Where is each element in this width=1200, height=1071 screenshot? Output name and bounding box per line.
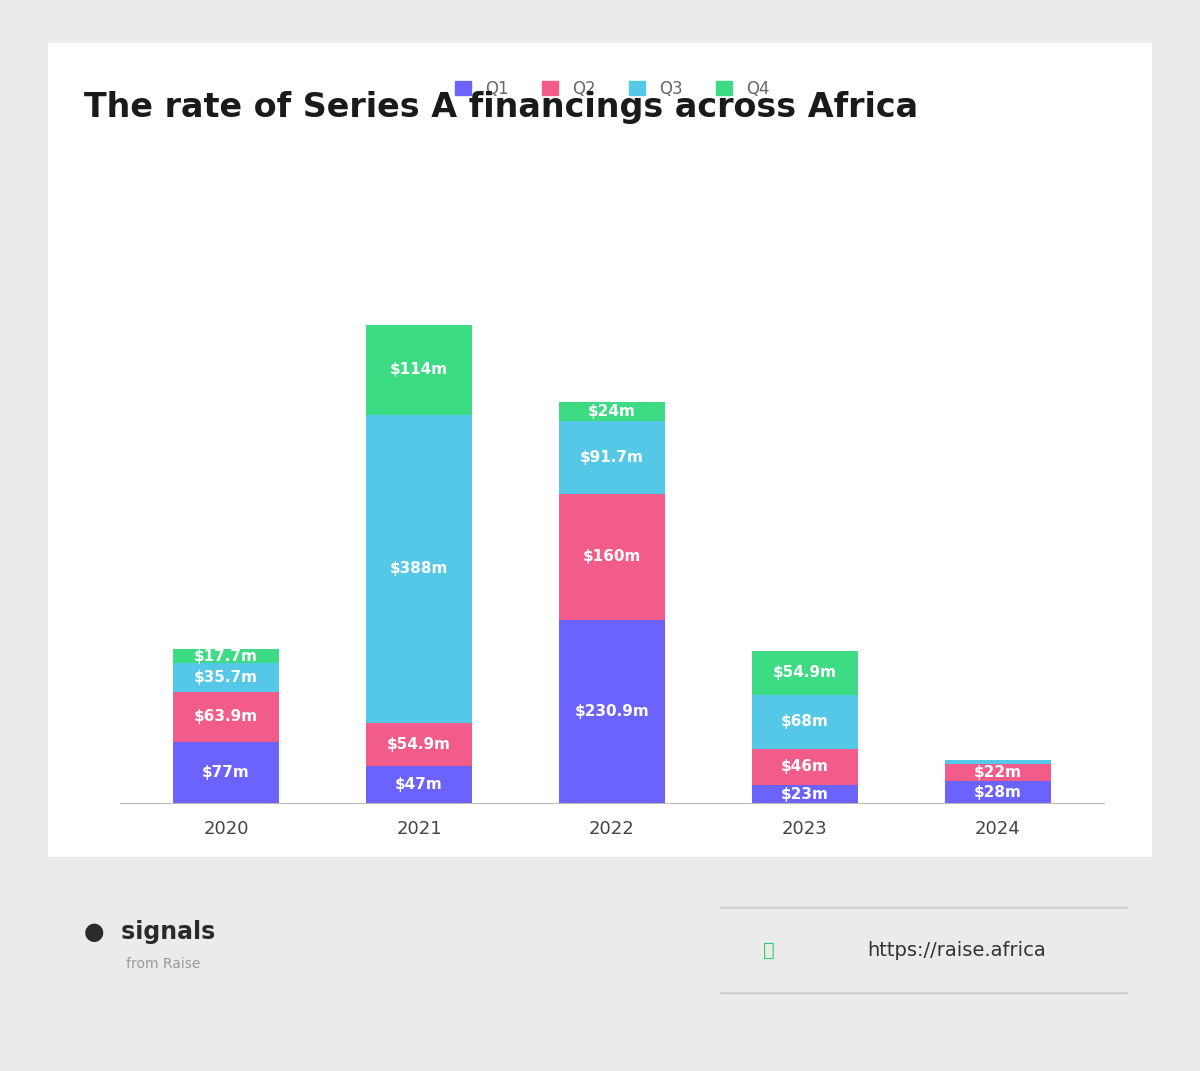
Text: $77m: $77m	[203, 766, 250, 781]
Bar	[366, 723, 472, 766]
Text: 🔒: 🔒	[763, 941, 775, 960]
Text: $17.7m: $17.7m	[194, 649, 258, 664]
Text: ●  signals: ● signals	[84, 920, 215, 944]
Text: $91.7m: $91.7m	[580, 450, 644, 465]
Text: from Raise: from Raise	[126, 956, 200, 971]
Bar	[752, 785, 858, 803]
Text: $23m: $23m	[781, 786, 829, 801]
Text: $160m: $160m	[583, 549, 641, 564]
Bar	[752, 695, 858, 749]
Text: $35.7m: $35.7m	[194, 670, 258, 685]
Text: $230.9m: $230.9m	[575, 705, 649, 720]
Bar	[173, 663, 280, 692]
FancyBboxPatch shape	[708, 908, 1140, 993]
Bar	[173, 649, 280, 663]
Bar	[559, 402, 665, 421]
Bar	[559, 620, 665, 803]
Text: $388m: $388m	[390, 561, 449, 576]
Text: $24m: $24m	[588, 404, 636, 419]
Text: $47m: $47m	[395, 778, 443, 793]
Text: https://raise.africa: https://raise.africa	[868, 941, 1046, 960]
Bar	[944, 764, 1051, 781]
Bar	[944, 781, 1051, 803]
Bar	[944, 759, 1051, 764]
Legend: Q1, Q2, Q3, Q4: Q1, Q2, Q3, Q4	[446, 72, 778, 106]
Bar	[752, 651, 858, 695]
Text: $28m: $28m	[974, 785, 1022, 800]
Text: $114m: $114m	[390, 362, 448, 377]
Bar	[173, 692, 280, 742]
Bar	[752, 749, 858, 785]
Bar	[173, 742, 280, 803]
Bar	[366, 325, 472, 416]
Bar	[366, 416, 472, 723]
Text: $54.9m: $54.9m	[773, 665, 836, 680]
Text: $22m: $22m	[974, 765, 1022, 780]
Text: The rate of Series A financings across Africa: The rate of Series A financings across A…	[84, 91, 918, 124]
Text: $63.9m: $63.9m	[194, 709, 258, 724]
Bar	[559, 494, 665, 620]
Text: $54.9m: $54.9m	[388, 737, 451, 752]
Text: $46m: $46m	[781, 759, 829, 774]
Bar	[366, 766, 472, 803]
Bar	[559, 421, 665, 494]
Text: $68m: $68m	[781, 714, 829, 729]
